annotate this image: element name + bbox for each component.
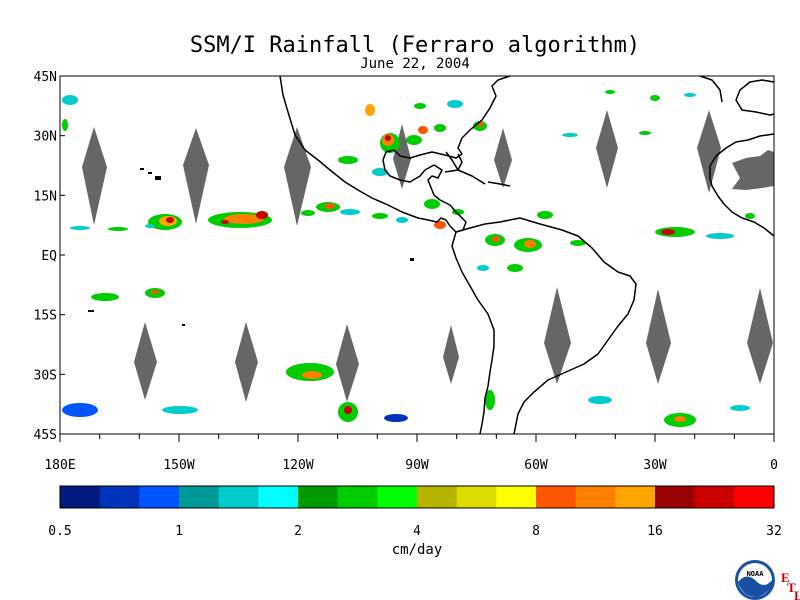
missing-data-swath xyxy=(82,127,107,225)
lat-tick-label: 30N xyxy=(34,130,57,145)
island-hawaii xyxy=(155,176,161,180)
lat-tick-label: 45N xyxy=(34,70,57,85)
coastline-hispaniola xyxy=(487,181,511,187)
colorbar-swatch xyxy=(298,486,339,508)
etl-letters: E T L xyxy=(781,570,800,600)
missing-data-swath xyxy=(183,128,209,224)
coastline-africa xyxy=(709,79,775,237)
lon-tick-label: 90W xyxy=(405,458,429,473)
missing-data-swath xyxy=(732,150,774,190)
map-axes: 45N 30N 15N EQ 15S 30S 45S 180E 150W 120W 90W 60W 3… xyxy=(34,70,778,473)
islands xyxy=(88,168,414,326)
lon-tick-label: 150W xyxy=(163,458,194,473)
lon-tick-label: 180E xyxy=(44,458,75,473)
rain-cluster xyxy=(62,95,408,422)
rain-cluster xyxy=(208,211,272,228)
rain-patches xyxy=(62,90,755,427)
missing-data-swath xyxy=(443,325,459,384)
missing-data-swath xyxy=(494,128,512,188)
coastline-cuba xyxy=(444,169,486,185)
missing-data-swath xyxy=(235,322,258,402)
colorbar-tick-label: 32 xyxy=(766,524,782,539)
colorbar-swatch xyxy=(337,486,378,508)
colorbar-swatch xyxy=(456,486,497,508)
colorbar-swatch xyxy=(139,486,180,508)
lon-tick-label: 30W xyxy=(643,458,667,473)
island-pacific xyxy=(88,310,94,312)
latitude-axis: 45N 30N 15N EQ 15S 30S 45S xyxy=(34,70,65,443)
island-pacific xyxy=(182,324,185,326)
colorbar-swatch xyxy=(99,486,140,508)
colorbar-tick-label: 1 xyxy=(175,524,183,539)
colorbar-swatch xyxy=(694,486,735,508)
longitude-axis: 180E 150W 120W 90W 60W 30W 0 xyxy=(44,434,778,473)
lon-tick-label: 120W xyxy=(282,458,313,473)
missing-data-swath xyxy=(596,110,618,188)
colorbar-tick-label: 8 xyxy=(532,524,540,539)
map-title: SSM/I Rainfall (Ferraro algorithm) xyxy=(190,33,640,58)
colorbar-swatch xyxy=(496,486,537,508)
colorbar-frame xyxy=(59,485,775,509)
colorbar-swatch xyxy=(734,486,775,508)
colorbar-tick-label: 0.5 xyxy=(48,524,71,539)
colorbar-swatch xyxy=(417,486,458,508)
coastline-europe xyxy=(699,75,723,103)
lat-tick-label: 15S xyxy=(34,309,57,324)
rain-cluster xyxy=(338,100,487,229)
lat-tick-label: 15N xyxy=(34,189,57,204)
map-subtitle: June 22, 2004 xyxy=(360,56,470,72)
island-hawaii xyxy=(148,172,152,174)
colorbar-swatch xyxy=(377,486,418,508)
missing-data-swaths xyxy=(82,110,774,402)
map-panel xyxy=(60,76,774,434)
colorbar-tick-label: 4 xyxy=(413,524,421,539)
rain-cluster xyxy=(477,211,586,410)
colorbar-swatch xyxy=(655,486,696,508)
rain-cluster xyxy=(145,214,182,230)
rain-cluster xyxy=(562,90,755,427)
colorbar-swatch xyxy=(60,486,101,508)
rain-cluster xyxy=(70,213,408,231)
colorbar-swatch xyxy=(536,486,577,508)
colorbar-swatch xyxy=(615,486,656,508)
logo-letter-t: T xyxy=(787,580,796,595)
colorbar-swatch xyxy=(575,486,616,508)
missing-data-swath xyxy=(284,127,311,226)
noaa-logo: NOAA xyxy=(735,560,775,600)
colorbar: 0.5 1 2 4 8 16 32 xyxy=(48,485,782,539)
lon-tick-label: 0 xyxy=(770,458,778,473)
logo-letter-l: L xyxy=(794,588,800,600)
lat-tick-label: 30S xyxy=(34,368,57,383)
missing-data-swath xyxy=(697,110,721,193)
island-galapagos xyxy=(410,258,414,261)
island-hawaii xyxy=(140,168,144,170)
missing-data-swath xyxy=(336,324,359,402)
lat-tick-label: 45S xyxy=(34,428,57,443)
coastline-south-america xyxy=(455,217,637,435)
missing-data-swath xyxy=(544,287,571,384)
colorbar-unit-label: cm/day xyxy=(392,542,443,558)
coastline-south-america-west xyxy=(451,231,495,435)
missing-data-swath xyxy=(134,322,157,400)
colorbar-swatch xyxy=(218,486,259,508)
colorbar-tick-label: 16 xyxy=(647,524,663,539)
lon-tick-label: 60W xyxy=(524,458,548,473)
missing-data-swath xyxy=(646,289,671,384)
colorbar-tick-label: 2 xyxy=(294,524,302,539)
noaa-logo-text: NOAA xyxy=(747,570,765,578)
colorbar-swatch xyxy=(179,486,220,508)
coastline-north-america xyxy=(279,75,511,233)
coastlines xyxy=(279,75,775,435)
lat-tick-label: EQ xyxy=(41,249,57,264)
colorbar-swatch xyxy=(258,486,299,508)
logo-letter-e: E xyxy=(781,570,790,585)
missing-data-swath xyxy=(747,288,773,384)
rain-cluster xyxy=(301,202,360,216)
